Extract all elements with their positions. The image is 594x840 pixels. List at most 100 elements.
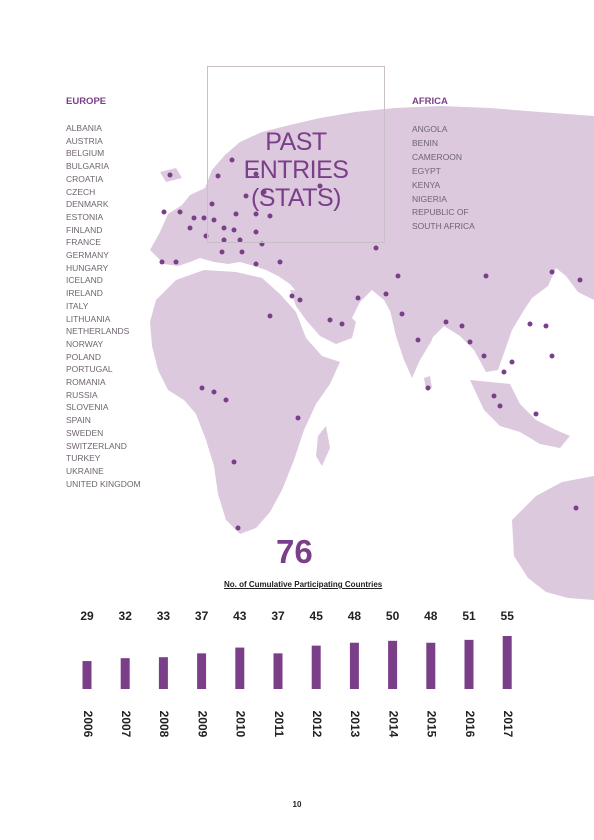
page-title: PAST ENTRIES (STATS) (210, 128, 382, 212)
europe-country-item: DENMARK (66, 199, 109, 210)
europe-country-item: SWEDEN (66, 427, 104, 438)
europe-country-item: NORWAY (66, 338, 104, 349)
map-dot (289, 293, 295, 299)
year-label: 2016 (463, 711, 477, 738)
bar-2013 (349, 642, 359, 689)
year-label: 2006 (81, 711, 95, 738)
year-label: 2008 (157, 711, 171, 738)
europe-country-item: SLOVENIA (66, 402, 109, 413)
map-dot (243, 193, 249, 199)
europe-country-item: SPAIN (66, 415, 91, 426)
year-label: 2012 (310, 711, 324, 738)
europe-country-item: FRANCE (66, 237, 101, 248)
europe-country-item: AUSTRIA (66, 135, 103, 146)
europe-heading: EUROPE (66, 96, 107, 107)
europe-country-item: IRELAND (66, 288, 103, 299)
map-dot (223, 397, 229, 403)
map-dot (277, 259, 283, 265)
map-dot (253, 229, 259, 235)
chart-caption: No. of Cumulative Participating Countrie… (224, 580, 383, 589)
bar-value-label: 37 (195, 609, 209, 623)
map-dot (199, 385, 205, 391)
europe-country-item: HUNGARY (66, 262, 109, 273)
map-dot (219, 249, 225, 255)
map-dot (231, 227, 237, 233)
map-dot (221, 225, 227, 231)
participants-bar-chart: 29 2006 32 2007 33 2008 37 2009 43 2010 37 2011 45 20… (80, 609, 515, 738)
map-dot (549, 269, 555, 275)
map-dot (327, 317, 333, 323)
europe-country-item: ICELAND (66, 275, 103, 286)
europe-country-item: ESTONIA (66, 211, 104, 222)
map-dot (191, 215, 197, 221)
year-label: 2014 (386, 711, 400, 738)
map-dot (467, 339, 473, 345)
europe-country-item: BELGIUM (66, 148, 105, 159)
map-dot (159, 259, 165, 265)
bar-value-label: 33 (157, 609, 171, 623)
world-map (150, 106, 594, 600)
title-line-1: PAST ENTRIES (243, 128, 349, 184)
year-label: 2015 (425, 711, 439, 738)
madagascar-landmass (316, 426, 330, 466)
map-dot (459, 323, 465, 329)
europe-country-item: FINLAND (66, 224, 103, 235)
africa-country-item: KENYA (412, 179, 441, 190)
map-dot (215, 173, 221, 179)
bar-2014 (388, 640, 398, 689)
map-dot (201, 215, 207, 221)
europe-country-item: PORTUGAL (66, 364, 113, 375)
year-label: 2017 (501, 711, 515, 738)
map-dot (231, 459, 237, 465)
title-frame (207, 66, 385, 243)
bar-2007 (120, 658, 130, 689)
bar-value-label: 48 (348, 609, 362, 623)
europe-country-item: CZECH (66, 186, 96, 197)
year-label: 2013 (348, 711, 362, 738)
europe-country-item: RUSSIA (66, 389, 98, 400)
map-dot (211, 389, 217, 395)
bar-2015 (426, 642, 436, 689)
africa-country-item: SOUTH AFRICA (412, 221, 475, 232)
year-label: 2011 (272, 711, 286, 737)
scandinavia-landmass (218, 140, 274, 206)
europe-country-item: ROMANIA (66, 377, 106, 388)
map-dot (261, 189, 267, 195)
map-dot (355, 295, 361, 301)
title-line-2: (STATS) (250, 184, 342, 212)
year-label: 2007 (119, 711, 133, 738)
participant-dots (159, 157, 583, 531)
map-dot (235, 525, 241, 531)
bar-value-label: 43 (233, 609, 247, 623)
india-landmass (390, 310, 436, 378)
africa-country-item: ANGOLA (412, 124, 448, 134)
map-dot (267, 213, 273, 219)
bar-2008 (158, 657, 168, 689)
year-label: 2009 (195, 711, 209, 738)
map-dot (267, 313, 273, 319)
africa-country-item: CAMEROON (412, 151, 463, 162)
map-dot (177, 209, 183, 215)
africa-country-item: REPUBLIC OF (412, 207, 469, 218)
bar-2010 (235, 647, 245, 689)
europe-country-item: CROATIA (66, 173, 104, 184)
map-dot (229, 157, 235, 163)
europe-country-item: UKRAINE (66, 465, 104, 476)
map-dot (237, 237, 243, 243)
map-dot (161, 209, 167, 215)
map-dot (491, 393, 497, 399)
map-dot (497, 403, 503, 409)
bar-2006 (82, 661, 92, 689)
bar-value-label: 51 (462, 609, 476, 623)
bar-value-label: 32 (119, 609, 133, 623)
europe-country-item: BULGARIA (66, 161, 109, 172)
japan-landmass (566, 246, 586, 282)
map-dot (399, 311, 405, 317)
bar-value-label: 37 (271, 609, 285, 623)
map-dot (253, 211, 259, 217)
map-dot (509, 359, 515, 365)
africa-landmass (150, 270, 340, 534)
europe-country-list: ALBANIA AUSTRIA BELGIUM BULGARIA CROATIA CZEC… (66, 122, 141, 490)
bar-value-label: 45 (310, 609, 324, 623)
map-dot (253, 171, 259, 177)
